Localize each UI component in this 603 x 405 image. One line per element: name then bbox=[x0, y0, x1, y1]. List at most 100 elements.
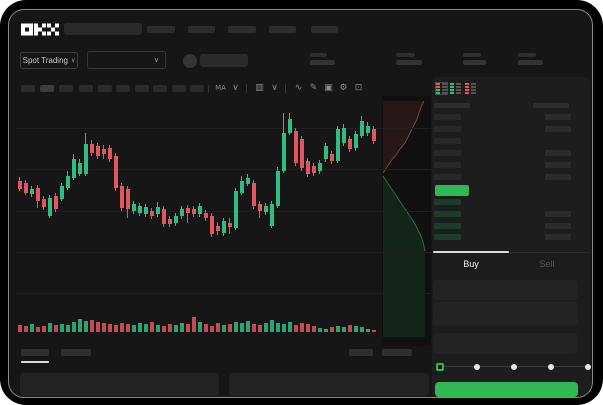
volume-bar bbox=[324, 329, 328, 332]
timeframe-button[interactable] bbox=[116, 85, 130, 92]
volume-bar bbox=[264, 323, 268, 332]
orderbook-view-buys-icon[interactable] bbox=[450, 83, 461, 94]
chart-type-icon[interactable]: ▥ bbox=[255, 83, 264, 93]
slider-stop[interactable] bbox=[548, 364, 554, 370]
bid-row[interactable] bbox=[432, 211, 590, 219]
bid-row[interactable] bbox=[432, 234, 590, 242]
slider-stop[interactable] bbox=[585, 364, 591, 370]
spot-trading-dropdown[interactable]: Spot Trading ∨ bbox=[20, 52, 78, 69]
volume-bar bbox=[78, 319, 82, 332]
chevron-down-icon: ∨ bbox=[153, 57, 159, 64]
settings-icon[interactable]: ⚙ bbox=[339, 83, 348, 93]
candle-body bbox=[192, 209, 196, 214]
bid-price-bar bbox=[434, 223, 461, 229]
ask-row[interactable] bbox=[432, 126, 590, 134]
pair-selector-dropdown[interactable]: ∨ bbox=[87, 51, 166, 69]
tab-sell[interactable]: Sell bbox=[509, 259, 585, 269]
volume-bar bbox=[258, 325, 262, 332]
timeframe-button[interactable] bbox=[172, 85, 186, 92]
orderbook-view-sells-icon[interactable] bbox=[465, 83, 476, 94]
amount-input[interactable] bbox=[433, 302, 578, 326]
line-tool-icon[interactable]: ∿ bbox=[294, 83, 303, 93]
fullscreen-icon[interactable]: ⊡ bbox=[354, 83, 363, 93]
orders-tab[interactable] bbox=[61, 349, 91, 356]
tab-buy[interactable]: Buy bbox=[433, 259, 509, 269]
volume-bar bbox=[366, 329, 370, 332]
candle-body bbox=[234, 191, 238, 228]
nav-item[interactable] bbox=[269, 26, 296, 33]
volume-bar bbox=[84, 321, 88, 332]
bid-row[interactable] bbox=[432, 199, 590, 207]
slider-stop[interactable] bbox=[511, 364, 517, 370]
search-input[interactable] bbox=[64, 23, 142, 35]
buy-tab-underline bbox=[433, 251, 509, 253]
price-input[interactable] bbox=[433, 280, 578, 300]
ask-row[interactable] bbox=[432, 162, 590, 170]
timeframe-button[interactable] bbox=[40, 85, 54, 92]
orderbook-price-header bbox=[434, 103, 470, 108]
timeframe-button[interactable] bbox=[135, 85, 149, 92]
volume-bar bbox=[42, 326, 46, 332]
candle-body bbox=[84, 144, 88, 174]
ask-price-bar bbox=[434, 150, 461, 156]
nav-item[interactable] bbox=[311, 26, 338, 33]
candle-body bbox=[114, 156, 118, 188]
stat-value bbox=[310, 60, 335, 65]
slider-handle[interactable] bbox=[436, 363, 444, 371]
candle-body bbox=[60, 186, 64, 199]
volume-bar bbox=[192, 317, 196, 332]
volume-bar bbox=[66, 325, 70, 332]
ask-price-bar bbox=[434, 162, 461, 168]
slider-stop[interactable] bbox=[474, 364, 480, 370]
timeframe-button[interactable] bbox=[59, 85, 73, 92]
candle-body bbox=[318, 163, 322, 171]
icon-bar bbox=[436, 92, 440, 94]
icon-bar bbox=[456, 86, 461, 88]
orders-tab[interactable] bbox=[21, 349, 49, 356]
ask-row[interactable] bbox=[432, 138, 590, 146]
candle-body bbox=[276, 171, 280, 206]
chevron-down-icon[interactable]: ∨ bbox=[232, 83, 239, 93]
bid-row[interactable] bbox=[432, 223, 590, 231]
timeframe-button[interactable] bbox=[190, 85, 204, 92]
timeframe-button[interactable] bbox=[98, 85, 112, 92]
orders-filter[interactable] bbox=[382, 349, 412, 356]
ask-row[interactable] bbox=[432, 150, 590, 158]
candle-body bbox=[156, 207, 160, 214]
last-price-badge[interactable] bbox=[435, 185, 469, 196]
candle-body bbox=[210, 216, 214, 234]
orders-filter[interactable] bbox=[349, 349, 373, 356]
timeframe-button[interactable] bbox=[21, 85, 35, 92]
nav-item[interactable] bbox=[188, 26, 215, 33]
icon-bar bbox=[456, 92, 461, 94]
camera-icon[interactable]: ▣ bbox=[324, 83, 333, 93]
volume-bar bbox=[342, 327, 346, 332]
volume-bar bbox=[102, 323, 106, 332]
nav-item[interactable] bbox=[228, 26, 256, 33]
volume-bar bbox=[126, 324, 130, 332]
total-input[interactable] bbox=[433, 333, 578, 354]
orderbook-view-both-icon[interactable] bbox=[435, 82, 448, 95]
timeframe-button[interactable] bbox=[79, 85, 93, 92]
icon-bar bbox=[465, 92, 469, 94]
indicators-icon[interactable]: MA bbox=[215, 84, 226, 92]
ask-row[interactable] bbox=[432, 114, 590, 122]
candle-body bbox=[228, 223, 232, 227]
avatar[interactable] bbox=[183, 54, 197, 68]
toolbar-separator bbox=[246, 84, 247, 93]
buy-submit-button[interactable] bbox=[435, 382, 578, 397]
icon-bar bbox=[442, 92, 447, 94]
stat-label bbox=[463, 53, 481, 57]
icon-bar bbox=[436, 89, 440, 91]
draw-icon[interactable]: ✎ bbox=[309, 83, 318, 93]
candle-body bbox=[102, 149, 106, 154]
timeframe-button[interactable] bbox=[153, 85, 167, 92]
orders-panel bbox=[20, 373, 219, 396]
header-action-button[interactable] bbox=[200, 54, 248, 67]
nav-item[interactable] bbox=[147, 26, 175, 33]
candle-body bbox=[54, 196, 58, 209]
chevron-down-icon[interactable]: ∨ bbox=[271, 83, 278, 93]
candle-body bbox=[90, 144, 94, 153]
toolbar-separator bbox=[285, 84, 286, 93]
ask-row[interactable] bbox=[432, 174, 590, 182]
